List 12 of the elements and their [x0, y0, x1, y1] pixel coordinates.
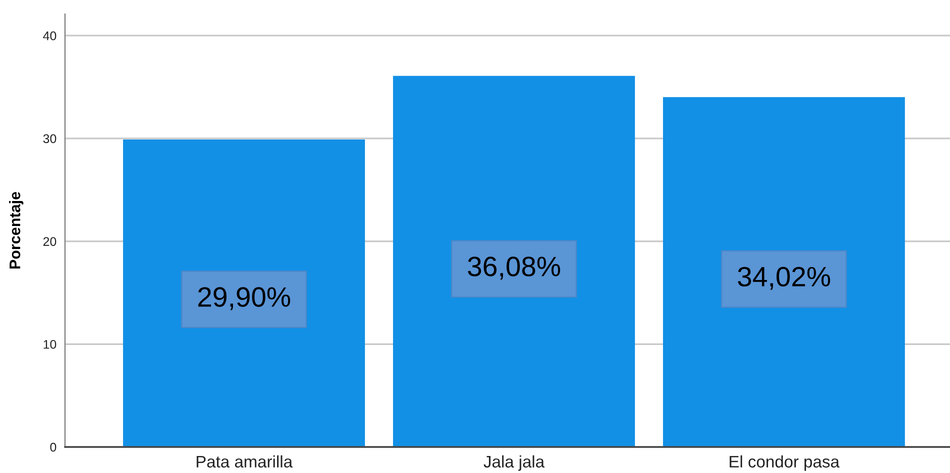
- y-tick-label: 10: [44, 340, 56, 349]
- x-tick-label: El condor pasa: [730, 455, 840, 471]
- y-tick-label: 40: [43, 31, 56, 40]
- y-tick-label: 0: [50, 442, 56, 452]
- data-label: 34,02%: [738, 266, 830, 290]
- y-tick-label: 30: [43, 134, 56, 144]
- x-tick-label: Jala jala: [484, 455, 545, 471]
- x-tick-label: Pata amarilla: [196, 455, 293, 468]
- data-label: 36,08%: [468, 256, 560, 280]
- y-axis-title: Porcentaje: [9, 192, 24, 269]
- data-label: 29,90%: [198, 287, 290, 310]
- y-tick-label: 20: [43, 237, 56, 246]
